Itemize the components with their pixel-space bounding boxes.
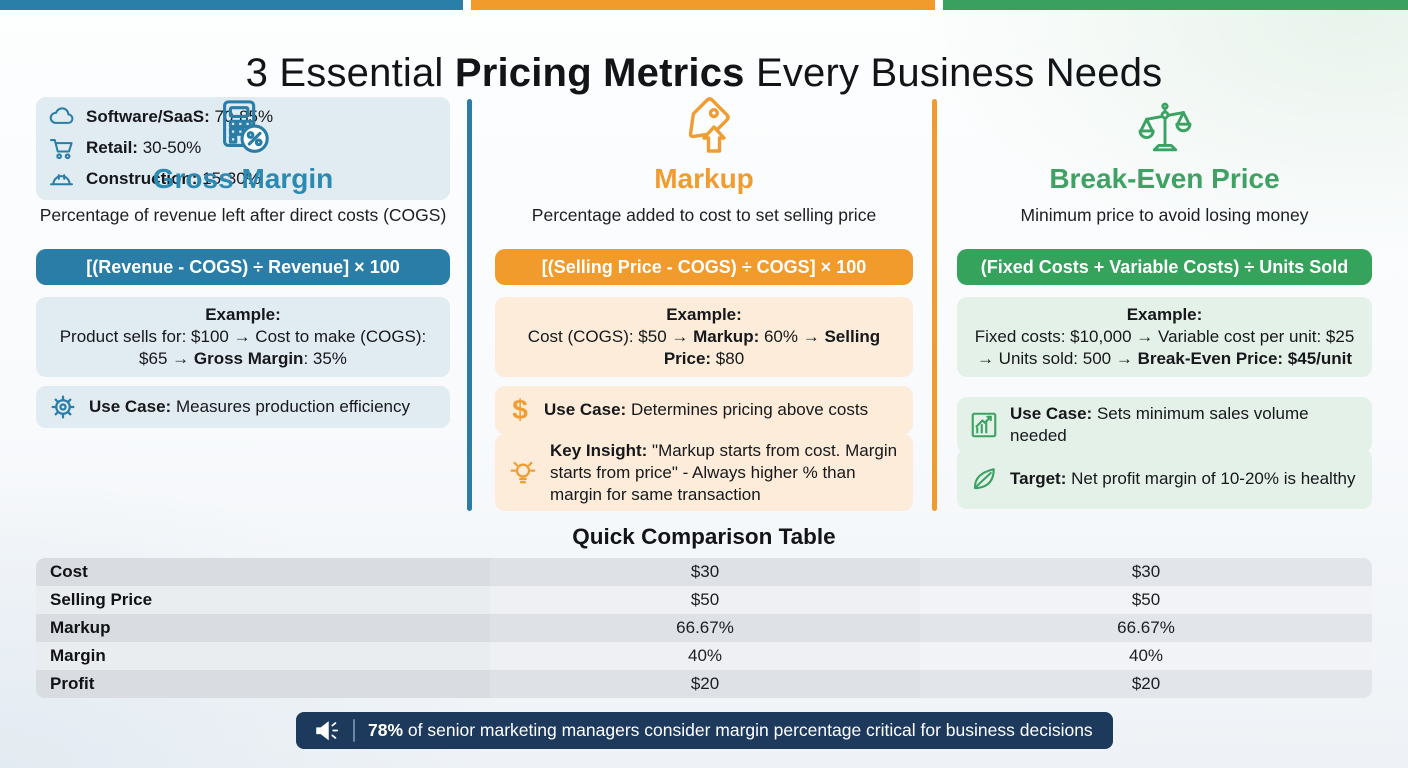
stat-banner-text: 78% of senior marketing managers conside… [368, 720, 1093, 740]
growth-chart-icon [969, 410, 999, 440]
use-case-box: Use Case: Measures production efficiency [36, 386, 450, 428]
leaf-icon [969, 464, 999, 494]
column-divider [467, 99, 472, 511]
key-insight-box: Key Insight: "Markup starts from cost. M… [495, 434, 913, 512]
comparison-table: Cost $30 $30 Selling Price $50 $50 Marku… [36, 558, 1372, 698]
key-insight-text: Key Insight: "Markup starts from cost. M… [550, 441, 898, 504]
use-case-text: Use Case: Determines pricing above costs [544, 400, 869, 420]
cloud-icon [48, 104, 75, 131]
top-bar-segment-orange [471, 0, 935, 10]
metric-title: Markup [654, 163, 754, 194]
example-text: Product sells for: $100 → Cost to make (… [59, 327, 427, 369]
benchmark-row: Retail: 30-50% [48, 135, 438, 162]
example-text: Fixed costs: $10,000 → Variable cost per… [974, 327, 1355, 369]
balance-scale-icon [957, 97, 1372, 161]
use-case-text: Use Case: Sets minimum sales volume need… [1010, 404, 1309, 445]
table-row: Selling Price $50 $50 [36, 586, 1372, 614]
calculator-percent-icon [36, 97, 450, 161]
column-divider [932, 99, 937, 511]
example-box: Example: Fixed costs: $10,000 → Variable… [957, 297, 1372, 378]
metric-column-gross-margin: Gross Margin Percentage of revenue left … [36, 97, 450, 517]
metric-column-break-even: Break-Even Price Minimum price to avoid … [957, 97, 1372, 517]
lightbulb-icon [507, 457, 539, 489]
banner-divider [353, 719, 355, 742]
use-case-text: Use Case: Measures production efficiency [89, 397, 410, 417]
metric-title: Break-Even Price [1049, 163, 1280, 194]
target-text: Target: Net profit margin of 10-20% is h… [1010, 469, 1356, 489]
stat-banner: 78% of senior marketing managers conside… [296, 712, 1113, 749]
benchmark-row: Construction: 15-30% [48, 166, 438, 193]
shopping-cart-icon [48, 135, 75, 162]
gear-icon [48, 392, 78, 422]
formula-pill: [(Selling Price - COGS) ÷ COGS] × 100 [495, 249, 913, 285]
metric-subtitle: Minimum price to avoid losing money [1020, 205, 1309, 225]
formula-pill: (Fixed Costs + Variable Costs) ÷ Units S… [957, 249, 1372, 285]
table-row: Margin 40% 40% [36, 642, 1372, 670]
table-row: Profit $20 $20 [36, 670, 1372, 698]
page-title: 3 Essential Pricing Metrics Every Busine… [245, 50, 1163, 95]
top-bar-segment-green [943, 0, 1408, 10]
target-box: Target: Net profit margin of 10-20% is h… [957, 449, 1372, 509]
dollar-sign-icon: $ [512, 394, 528, 425]
use-case-box: $ Use Case: Determines pricing above cos… [495, 386, 913, 434]
table-row: Cost $30 $30 [36, 558, 1372, 586]
hard-hat-icon [48, 166, 75, 193]
metric-column-markup: Markup Percentage added to cost to set s… [495, 97, 913, 517]
metric-subtitle: Percentage of revenue left after direct … [39, 205, 447, 225]
top-bar-segment-teal [0, 0, 463, 10]
comparison-table-title: Quick Comparison Table [572, 524, 836, 549]
price-tag-up-icon [495, 97, 913, 161]
metric-title: Gross Margin [152, 163, 334, 194]
use-case-box: Use Case: Sets minimum sales volume need… [957, 397, 1372, 453]
example-box: Example: Product sells for: $100 → Cost … [36, 297, 450, 378]
example-box: Example: Cost (COGS): $50 → Markup: 60% … [495, 297, 913, 378]
megaphone-icon [313, 718, 340, 743]
example-text: Cost (COGS): $50 → Markup: 60% → Selling… [527, 327, 881, 369]
metric-subtitle: Percentage added to cost to set selling … [531, 205, 877, 225]
table-row: Markup 66.67% 66.67% [36, 614, 1372, 642]
formula-pill: [(Revenue - COGS) ÷ Revenue] × 100 [36, 249, 450, 285]
